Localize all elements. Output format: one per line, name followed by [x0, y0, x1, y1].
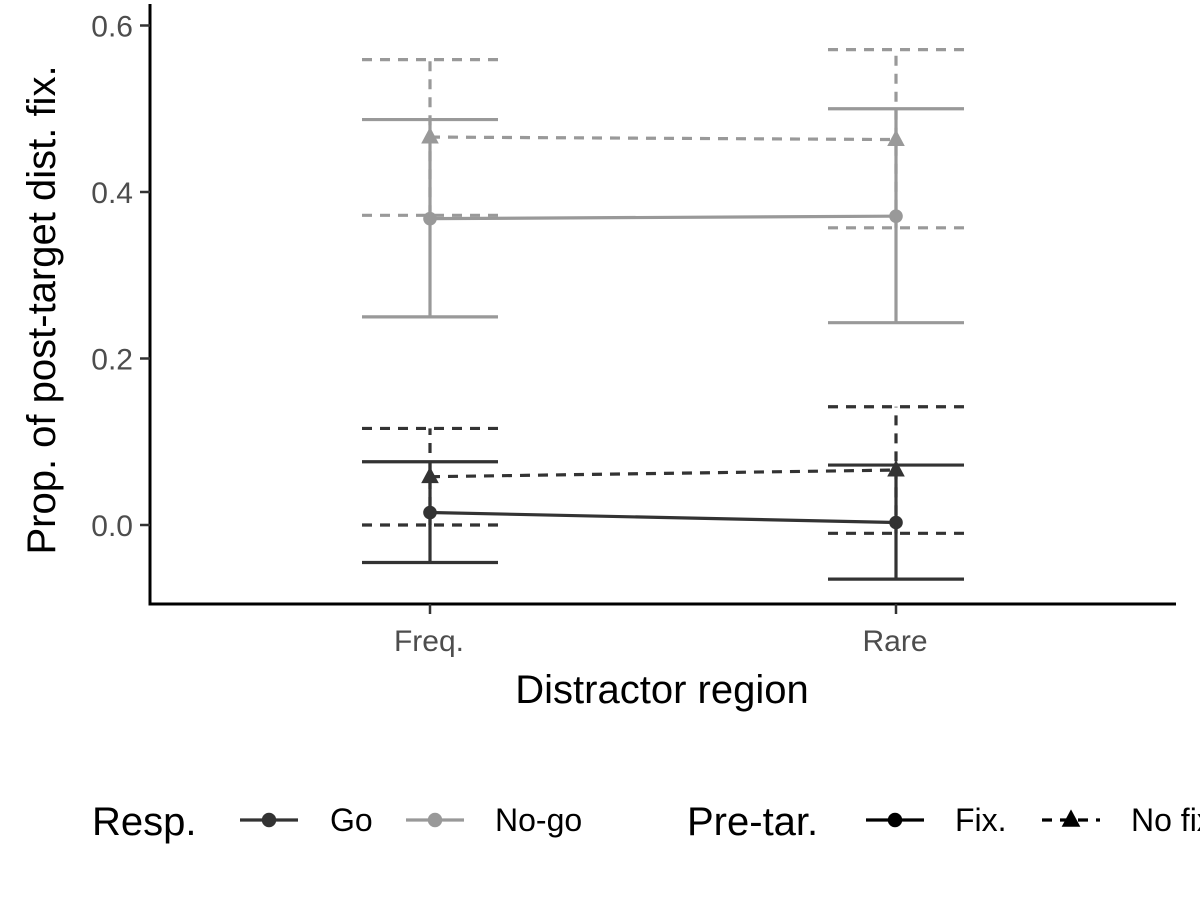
point-go-no-fix-0: [421, 466, 439, 484]
point-no-go-no-fix-0: [421, 127, 439, 144]
series-go-fix: [362, 460, 964, 581]
series-line-go-fix: [429, 510, 897, 525]
legend-item-0-0: Go: [240, 802, 373, 838]
point-no-go-no-fix-1: [887, 129, 905, 146]
series-no-go-fix: [362, 107, 964, 325]
legend-group-0: Resp. Go No-go: [92, 800, 582, 844]
y-tick-label-0: 0.0: [91, 510, 133, 543]
series-line-no-go-no-fix: [429, 135, 897, 142]
series-no-go-no-fix: [362, 48, 964, 230]
y-tick-label-2: 0.4: [91, 177, 133, 210]
legend-key-marker-0-0: [261, 812, 277, 828]
point-go-fix-1: [889, 515, 903, 530]
legend-group-1: Pre-tar. Fix. No fix.: [687, 800, 1200, 844]
y-tick-label-3: 0.6: [91, 11, 133, 44]
x-tick-label-0: Freq.: [394, 625, 464, 658]
axes: 0.0 0.2 0.4 0.6 Freq. Rare: [91, 4, 1176, 658]
legend-label-0-1: No-go: [495, 802, 582, 838]
legend: Resp. Go No-go Pre-tar. Fix. No fix.: [92, 800, 1200, 844]
legend-item-0-1: No-go: [406, 802, 582, 838]
legend-label-1-1: No fix.: [1131, 802, 1200, 838]
series-line-no-go-fix: [429, 214, 897, 221]
series-line-go-no-fix: [429, 468, 897, 479]
point-no-go-fix-1: [889, 209, 903, 223]
legend-title-0: Resp.: [92, 800, 197, 844]
plot-area: [362, 48, 964, 581]
legend-key-marker-0-1: [427, 812, 443, 828]
legend-key-marker-1-1: [1061, 809, 1081, 827]
legend-key-marker-1-0: [887, 812, 903, 828]
legend-label-0-0: Go: [330, 802, 373, 838]
legend-title-1: Pre-tar.: [687, 800, 818, 844]
point-go-fix-0: [423, 505, 437, 520]
y-tick-label-1: 0.2: [91, 344, 133, 377]
legend-item-1-0: Fix.: [866, 802, 1007, 838]
point-no-go-fix-0: [423, 211, 437, 226]
legend-item-1-1: No fix.: [1042, 802, 1200, 838]
x-axis-title: Distractor region: [515, 668, 808, 712]
y-axis-title: Prop. of post-target dist. fix.: [20, 65, 64, 554]
point-go-no-fix-1: [887, 460, 905, 477]
legend-label-1-0: Fix.: [955, 802, 1007, 838]
x-tick-label-1: Rare: [862, 625, 927, 658]
series-go-no-fix: [362, 405, 964, 535]
